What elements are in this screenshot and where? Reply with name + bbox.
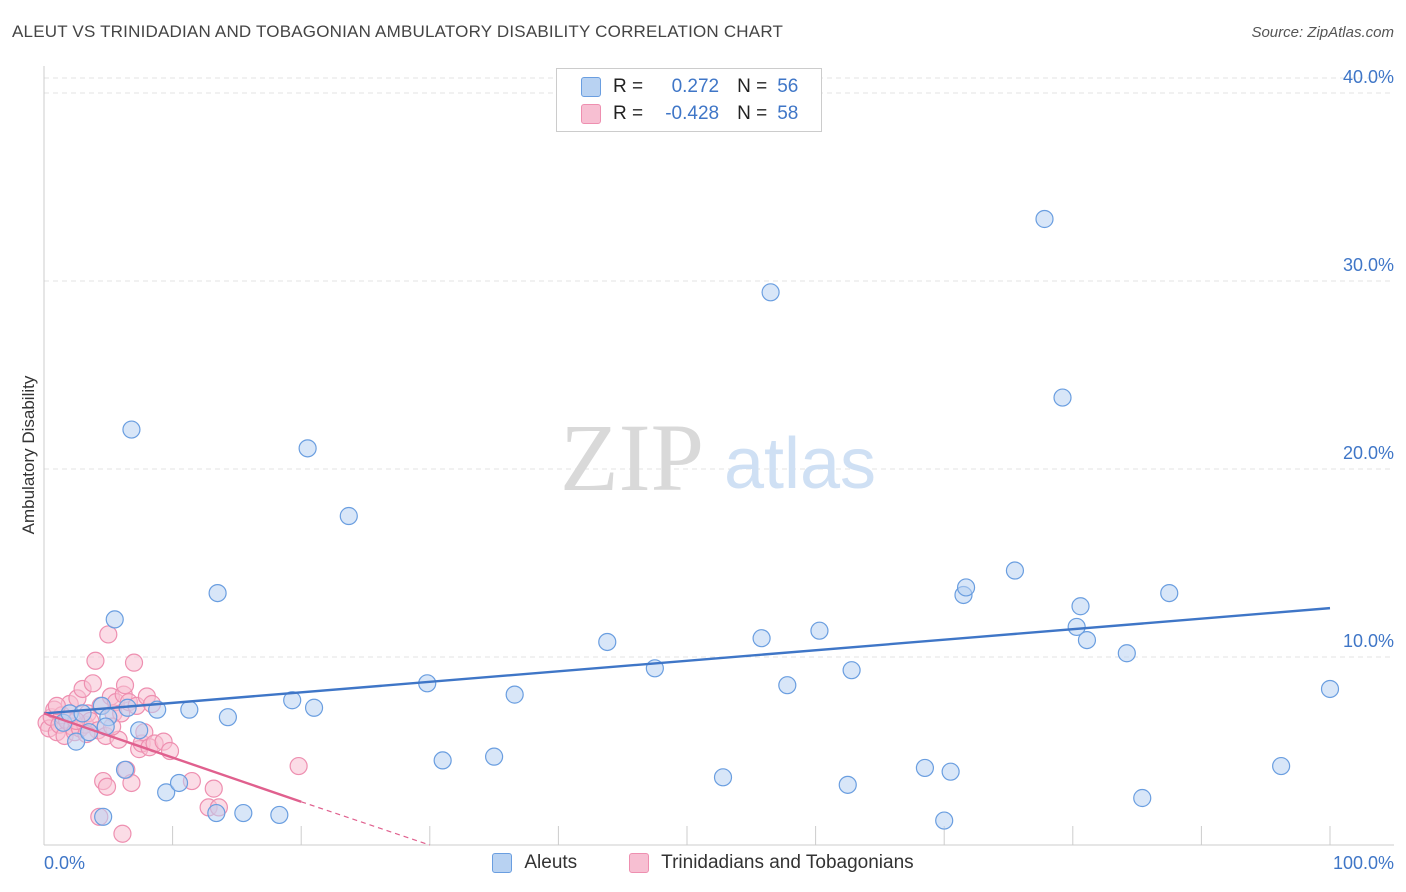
aleuts-trend-line [43,606,1331,715]
aleuts-point [234,803,253,823]
trinidadians-point [115,676,135,695]
legend-swatch-blue [581,77,601,97]
legend-r-label: R = [613,103,644,124]
legend-item-trinidadians[interactable]: Trinidadians and Tobagonians [629,852,914,874]
y-axis-tick-labels: 10.0% 20.0% 30.0% 40.0% [1343,67,1394,651]
aleuts-point [208,583,227,603]
aleuts-point [115,760,135,779]
aleuts-point [505,685,524,704]
aleuts-point [180,700,199,719]
y-tick-label: 20.0% [1343,443,1394,463]
aleuts-point [270,805,289,825]
watermark: ZIP atlas [560,404,876,511]
aleuts-point [1133,788,1152,808]
aleuts-point [752,629,771,648]
aleuts-point [598,632,617,652]
aleuts-point [207,803,226,823]
chart-title: ALEUT VS TRINIDADIAN AND TOBAGONIAN AMBU… [12,22,784,41]
aleuts-point [810,621,829,640]
legend-r-value: -0.428 [665,103,720,124]
aleuts-point [935,811,954,830]
trend-lines [43,606,1331,846]
aleuts-point [956,578,976,597]
trinidadians-point [204,779,223,798]
legend-label-trinidadians: Trinidadians and Tobagonians [661,852,914,873]
aleuts-point [130,721,149,740]
legend-label-aleuts: Aleuts [524,852,578,873]
legend-n-value: 56 [777,76,799,97]
y-tick-label: 40.0% [1343,67,1394,87]
aleuts-point [1005,561,1025,580]
trinidadians-point [289,756,308,776]
trinidadians-point [86,651,105,670]
aleuts-point [915,758,935,778]
aleuts-point [1053,388,1072,407]
aleuts-point [1077,630,1097,650]
aleuts-point [713,768,733,787]
legend-swatch-pink [581,104,601,124]
trinidadians-point [113,824,132,843]
x-axis-tick-labels: 0.0% 100.0% [44,853,1394,873]
y-tick-label: 10.0% [1343,631,1394,651]
correlation-legend: R = 0.272 N = 56 R = -0.428 N = 58 [556,68,822,132]
aleuts-point [218,708,237,727]
aleuts-point [298,439,317,458]
aleuts-point [842,661,861,680]
aleuts-point [105,610,124,629]
gridlines [44,77,1394,658]
legend-n-label: N = [737,76,768,97]
legend-n-value: 58 [777,103,799,124]
legend-r-value: 0.272 [671,76,720,97]
aleuts-point [761,283,780,302]
trinidadians-point [97,777,117,796]
aleuts-point [1067,617,1086,637]
aleuts-point [339,506,358,526]
legend-swatch-pink [629,853,650,873]
series-aleuts-points [54,209,1340,830]
x-tick-label-max: 100.0% [1333,853,1394,873]
aleuts-point [433,751,452,770]
series-legend: Aleuts Trinidadians and Tobagonians [0,852,1406,874]
aleuts-point [169,773,189,793]
legend-n-label: N = [737,103,768,124]
aleuts-point [1272,756,1291,776]
watermark-atlas: atlas [724,424,876,504]
aleuts-point [778,676,797,695]
legend-row-trinidadians: R = -0.428 N = 58 [581,102,798,126]
aleuts-point [485,747,504,766]
trinidadians-point [83,674,102,693]
trinidadians-point [99,625,118,644]
axes [43,66,1394,846]
aleuts-point [94,807,113,826]
aleuts-point [157,783,176,802]
trinidadians-point [124,653,144,672]
legend-item-aleuts[interactable]: Aleuts [492,852,577,874]
aleuts-point [941,762,960,781]
aleuts-point [1160,583,1179,603]
legend-swatch-blue [492,853,513,873]
trinidadians-trend-extension [301,801,430,846]
aleuts-point [304,698,324,717]
aleuts-point [1117,644,1136,663]
aleuts-point [283,691,302,710]
y-axis-title: Ambulatory Disability [19,375,38,534]
legend-r-label: R = [613,76,644,97]
aleuts-point [838,775,857,794]
source-label: Source: ZipAtlas.com [1251,24,1394,41]
aleuts-point [122,420,141,439]
watermark-zip: ZIP [560,404,704,511]
aleuts-point [1071,597,1090,616]
trinidadians-trend-line [43,712,302,803]
x-tick-label-min: 0.0% [44,853,85,873]
aleuts-point [1035,209,1054,229]
aleuts-point [73,704,92,723]
y-tick-label: 30.0% [1343,255,1394,275]
aleuts-point [67,732,86,751]
aleuts-point [1320,679,1340,699]
legend-row-aleuts: R = 0.272 N = 56 [581,75,798,99]
